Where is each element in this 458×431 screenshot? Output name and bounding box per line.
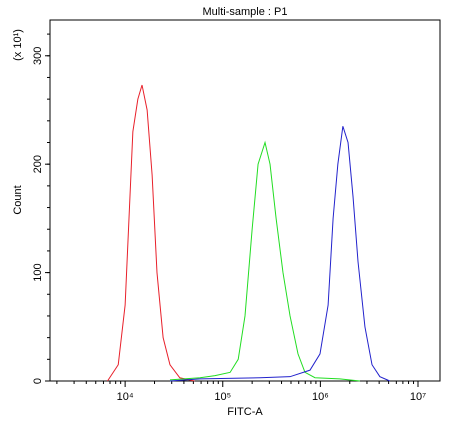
y-tick-label: 200 <box>32 155 44 173</box>
x-tick-label: 10⁷ <box>410 391 426 403</box>
x-tick-label: 10⁵ <box>214 391 231 403</box>
x-tick-label: 10⁶ <box>312 391 329 403</box>
y-axis-unit: (x 10¹) <box>12 29 24 61</box>
x-tick-label: 10⁴ <box>117 391 134 403</box>
y-tick-label: 0 <box>32 378 44 384</box>
y-tick-label: 300 <box>32 47 44 65</box>
chart-title: Multi-sample : P1 <box>203 6 288 18</box>
plot-frame <box>49 19 441 382</box>
histogram-line <box>107 84 195 382</box>
y-axis-label: Count <box>12 185 24 214</box>
x-axis-label: FITC-A <box>227 406 263 418</box>
histogram-line <box>169 126 391 382</box>
y-tick-label: 100 <box>32 263 44 281</box>
histogram-line <box>169 140 360 382</box>
